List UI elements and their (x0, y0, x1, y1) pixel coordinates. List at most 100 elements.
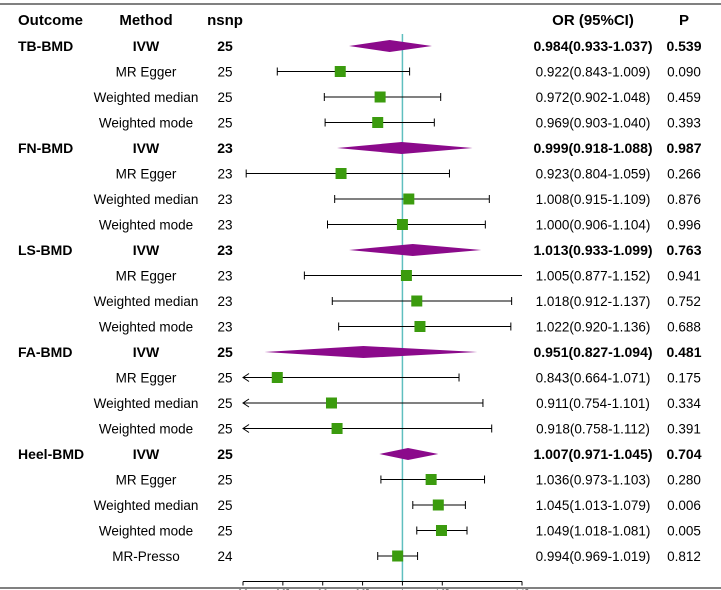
p-value: 0.006 (667, 498, 701, 513)
or-ci-value: 1.045(1.013-1.079) (536, 498, 651, 513)
estimate-square (432, 499, 444, 511)
estimate-square (425, 474, 437, 485)
p-value: 0.704 (666, 446, 701, 462)
or-ci-value: 0.984(0.933-1.037) (533, 38, 652, 54)
p-value: 0.090 (667, 65, 701, 80)
or-ci-value: 0.951(0.827-1.094) (533, 344, 652, 360)
or-ci-value: 1.005(0.877-1.152) (536, 269, 651, 284)
estimate-square (403, 193, 415, 205)
nsnp-value: 25 (217, 396, 232, 411)
method-label: MR Egger (116, 473, 177, 488)
method-label: MR Egger (116, 65, 177, 80)
method-label: Weighted mode (99, 524, 193, 539)
or-ci-value: 0.918(0.758-1.112) (536, 422, 650, 437)
or-ci-value: 0.999(0.918-1.088) (533, 140, 652, 156)
estimate-square (411, 295, 423, 307)
header-or: OR (95%CI) (552, 12, 634, 29)
nsnp-value: 25 (217, 446, 233, 462)
p-value: 0.876 (667, 192, 701, 207)
p-value: 0.539 (666, 38, 701, 54)
p-value: 0.459 (667, 90, 701, 105)
header-p: P (679, 12, 689, 29)
p-value: 0.987 (666, 140, 701, 156)
or-ci-value: 1.007(0.971-1.045) (533, 446, 652, 462)
or-ci-value: 1.013(0.933-1.099) (533, 242, 652, 258)
p-value: 0.812 (667, 549, 701, 564)
method-label: Weighted median (94, 90, 199, 105)
p-value: 0.752 (667, 294, 701, 309)
or-ci-value: 0.969(0.903-1.040) (536, 116, 651, 131)
header-outcome: Outcome (18, 12, 83, 29)
estimate-diamond (264, 346, 478, 358)
method-label: Weighted mode (99, 218, 193, 233)
ci-arrow-left (242, 398, 250, 408)
or-ci-value: 0.911(0.754-1.101) (536, 396, 650, 411)
ci-arrow-left (242, 424, 250, 433)
nsnp-value: 23 (217, 192, 232, 207)
outcome-label: TB-BMD (18, 38, 73, 54)
estimate-square (435, 525, 447, 536)
estimate-square (400, 270, 412, 281)
nsnp-value: 24 (217, 549, 233, 564)
nsnp-value: 23 (217, 140, 233, 156)
method-label: MR Egger (116, 269, 177, 284)
estimate-square (396, 219, 408, 230)
method-label: Weighted mode (99, 116, 193, 131)
nsnp-value: 23 (217, 320, 232, 335)
nsnp-value: 23 (217, 218, 232, 233)
method-label: Weighted median (94, 294, 199, 309)
nsnp-value: 23 (217, 242, 233, 258)
nsnp-value: 25 (217, 90, 232, 105)
p-value: 0.266 (667, 167, 701, 182)
nsnp-value: 25 (217, 524, 232, 539)
or-ci-value: 0.923(0.804-1.059) (536, 167, 651, 182)
x-axis: 0.80.850.90.9511.051.15 (238, 581, 529, 590)
or-ci-value: 1.022(0.920-1.136) (536, 320, 651, 335)
estimate-square (392, 550, 404, 562)
method-label: IVW (133, 446, 160, 462)
nsnp-value: 23 (217, 167, 232, 182)
p-value: 0.175 (667, 371, 701, 386)
forest-plot-area (242, 34, 522, 582)
nsnp-value: 23 (217, 269, 232, 284)
estimate-square (414, 321, 426, 332)
nsnp-value: 25 (217, 371, 232, 386)
p-value: 0.280 (667, 473, 701, 488)
p-value: 0.005 (667, 524, 701, 539)
method-label: Weighted mode (99, 422, 193, 437)
estimate-square (335, 168, 347, 179)
estimate-square (325, 397, 337, 409)
or-ci-value: 1.000(0.906-1.104) (536, 218, 651, 233)
method-label: MR-Presso (112, 549, 180, 564)
header-method: Method (119, 12, 172, 29)
method-label: IVW (133, 140, 160, 156)
header-nsnp: nsnp (207, 12, 243, 29)
estimate-diamond (349, 244, 482, 256)
forest-rows: TB-BMD IVW 25 0.984(0.933-1.037) 0.539 MR Egg… (18, 38, 702, 564)
method-label: Weighted mode (99, 320, 193, 335)
nsnp-value: 25 (217, 422, 232, 437)
p-value: 0.481 (666, 344, 701, 360)
ci-arrow-left (242, 373, 250, 382)
method-label: IVW (133, 242, 160, 258)
nsnp-value: 25 (217, 498, 232, 513)
nsnp-value: 25 (217, 344, 233, 360)
or-ci-value: 1.018(0.912-1.137) (536, 294, 651, 309)
or-ci-value: 0.972(0.902-1.048) (536, 90, 651, 105)
nsnp-value: 25 (217, 116, 232, 131)
outcome-label: FN-BMD (18, 140, 73, 156)
p-value: 0.996 (667, 218, 701, 233)
method-label: IVW (133, 38, 160, 54)
method-label: Weighted median (94, 498, 199, 513)
method-label: Weighted median (94, 396, 199, 411)
nsnp-value: 25 (217, 473, 232, 488)
estimate-square (334, 66, 346, 77)
estimate-diamond (379, 448, 439, 460)
p-value: 0.941 (667, 269, 701, 284)
outcome-label: LS-BMD (18, 242, 72, 258)
nsnp-value: 23 (217, 294, 232, 309)
or-ci-value: 0.994(0.969-1.019) (536, 549, 651, 564)
outcome-label: FA-BMD (18, 344, 72, 360)
p-value: 0.393 (667, 116, 701, 131)
method-label: IVW (133, 344, 160, 360)
